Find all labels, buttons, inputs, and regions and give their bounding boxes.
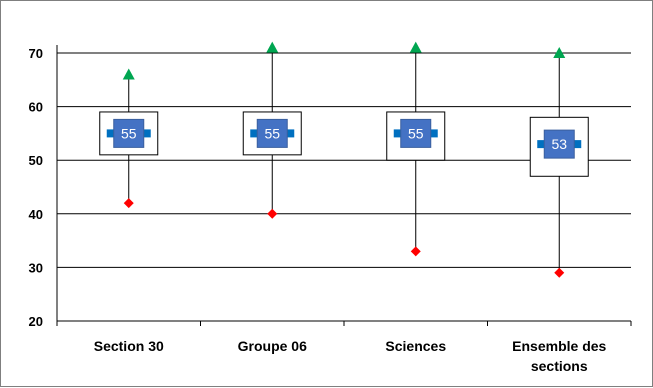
median-data-label: 55 bbox=[121, 125, 137, 141]
x-category-label: Section 30 bbox=[94, 338, 164, 354]
y-tick-label: 40 bbox=[29, 207, 43, 222]
median-label-box bbox=[256, 118, 288, 148]
median-data-label: 53 bbox=[551, 136, 567, 152]
max-marker bbox=[122, 68, 135, 80]
y-tick-label: 30 bbox=[29, 260, 43, 275]
max-marker bbox=[409, 41, 422, 53]
median-label-box bbox=[543, 129, 575, 159]
max-marker bbox=[553, 47, 566, 58]
y-tick-label: 60 bbox=[29, 100, 43, 115]
x-category-label: Sciences bbox=[385, 338, 446, 354]
y-tick-label: 20 bbox=[29, 314, 43, 329]
max-marker bbox=[266, 41, 279, 53]
x-category-label: sections bbox=[531, 358, 588, 374]
min-marker bbox=[410, 246, 421, 257]
median-label-box bbox=[400, 118, 432, 148]
min-marker bbox=[123, 198, 134, 209]
median-data-label: 55 bbox=[408, 125, 424, 141]
min-marker bbox=[554, 267, 565, 278]
x-category-label: Groupe 06 bbox=[238, 338, 307, 354]
x-category-label: Ensemble des bbox=[512, 338, 606, 354]
y-tick-label: 50 bbox=[29, 153, 43, 168]
min-marker bbox=[267, 208, 278, 219]
median-label-box bbox=[113, 118, 145, 148]
median-data-label: 55 bbox=[264, 125, 280, 141]
y-tick-label: 70 bbox=[29, 46, 43, 61]
